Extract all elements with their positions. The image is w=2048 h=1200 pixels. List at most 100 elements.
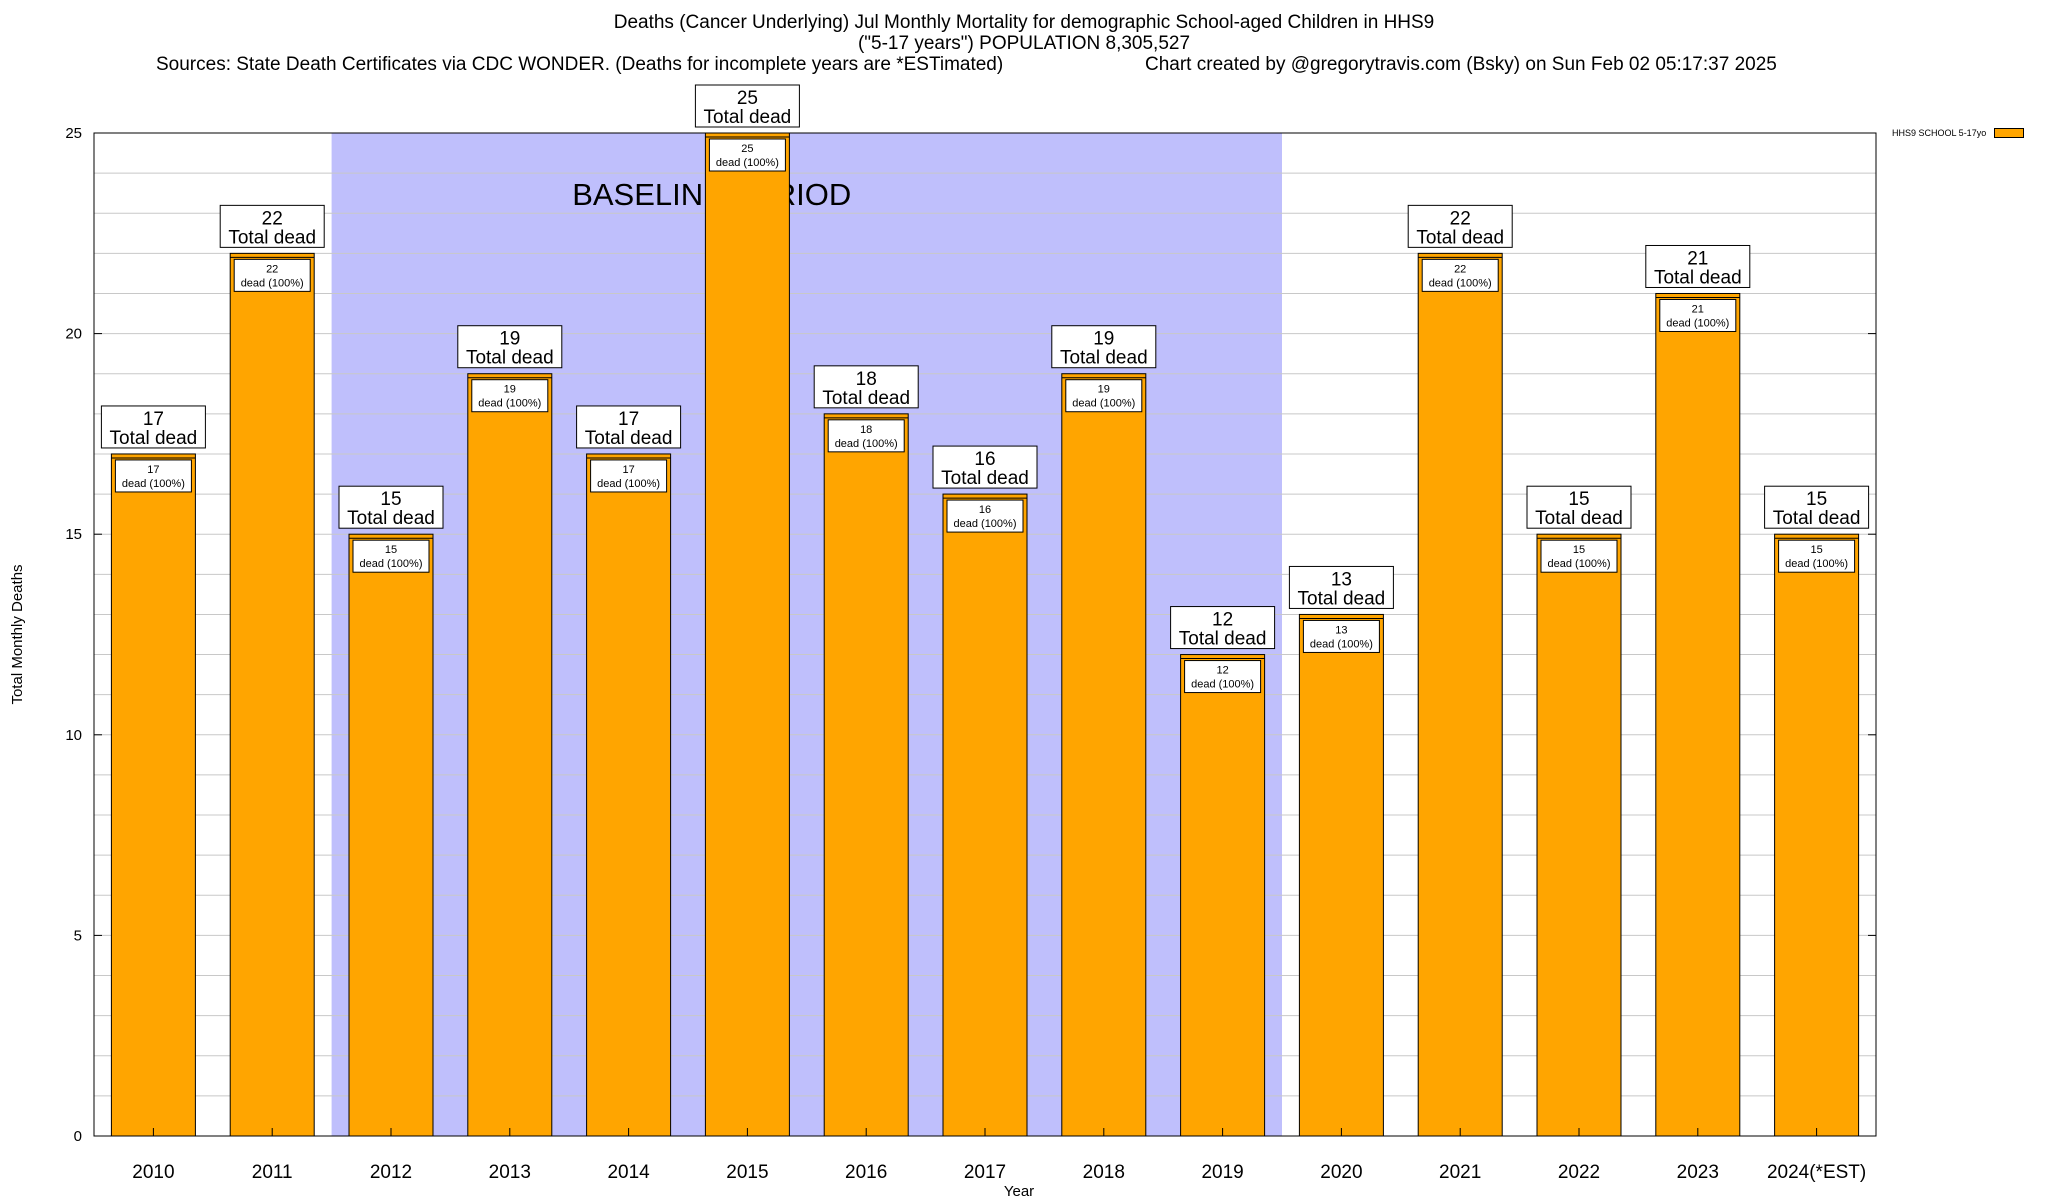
bar-top-label-value: 21 (1687, 248, 1708, 269)
bar-top-label-value: 22 (262, 208, 283, 229)
bar (1298, 613, 1384, 1137)
bar-inner-label-value: 12 (1216, 665, 1228, 677)
bar-top-label-text: Total dead (1060, 348, 1148, 369)
legend: HHS9 SCHOOL 5-17yo (1892, 128, 2025, 138)
bar-inner-label-value: 15 (1573, 544, 1585, 556)
bar-inner-label-text: dead (100%) (360, 558, 423, 570)
bar-inner-label-value: 17 (622, 464, 634, 476)
x-tick-label: 2018 (1083, 1162, 1125, 1183)
bar-top-label-value: 19 (1093, 329, 1114, 350)
bar-inner-label-value: 19 (1098, 384, 1110, 396)
bar-top-label-text: Total dead (110, 428, 198, 449)
y-tick-label: 5 (74, 927, 82, 944)
bar-top-label-box (1170, 606, 1276, 650)
bar (704, 132, 790, 1137)
x-tick-label: 2023 (1677, 1162, 1719, 1183)
bar-inner-label-value: 16 (979, 504, 991, 516)
bar (1536, 533, 1622, 1137)
bar-inner-label-box (708, 138, 786, 172)
bar-top-label-value: 17 (143, 409, 164, 430)
x-tick-label: 2011 (252, 1162, 293, 1183)
x-tick-label: 2014 (607, 1162, 650, 1183)
y-tick-label: 0 (74, 1128, 82, 1145)
bar-inner-label-box (1659, 298, 1737, 332)
bar-inner-label-value: 13 (1335, 624, 1347, 636)
plot-border (93, 132, 1877, 1137)
bar-top-label-box (457, 325, 563, 369)
bar (823, 413, 909, 1137)
bar-top-label-value: 15 (380, 489, 401, 510)
bar-top-label-text: Total dead (1298, 588, 1386, 609)
bar-top-label-box (1288, 565, 1394, 609)
legend-label: HHS9 SCHOOL 5-17yo (1892, 128, 1987, 138)
bar-inner-label-text: dead (100%) (835, 438, 898, 450)
bar-top-label-box (1407, 204, 1513, 248)
bar-top-label-value: 22 (1450, 208, 1471, 229)
bar-inner-label-text: dead (100%) (1785, 558, 1848, 570)
bar-inner-label-value: 21 (1692, 303, 1704, 315)
bar-inner-label-text: dead (100%) (1548, 558, 1611, 570)
bar-inner-label-text: dead (100%) (1666, 317, 1729, 329)
bar-inner-label-box (352, 539, 430, 573)
bar-inner-label-value: 15 (1810, 544, 1822, 556)
bar-top-label-text: Total dead (347, 508, 435, 529)
bar-inner-label-text: dead (100%) (122, 478, 185, 490)
sources-text: Sources: State Death Certificates via CD… (156, 54, 1004, 75)
y-tick-label: 15 (65, 526, 82, 543)
x-tick-label: 2021 (1439, 1162, 1481, 1183)
bar-top-label-text: Total dead (1773, 508, 1861, 529)
bar-top-label-text: Total dead (822, 388, 910, 409)
bar-top-label-value: 19 (499, 329, 520, 350)
bar-inner-label-box (1184, 660, 1262, 694)
bar-top-label-box (219, 204, 325, 248)
bar-top-label-value: 16 (974, 449, 995, 470)
bar-top-label-box (576, 405, 682, 449)
bar-top-label-text: Total dead (1535, 508, 1623, 529)
bar (110, 453, 196, 1137)
bar-top-label-box (1051, 325, 1157, 369)
bar-inner-label-text: dead (100%) (954, 518, 1017, 530)
bar-top-label-box (694, 84, 800, 128)
bar-top-label-box (932, 445, 1038, 489)
legend-swatch (1994, 128, 2025, 138)
x-axis-label: Year (1004, 1183, 1034, 1200)
bar-inner-label-value: 22 (266, 263, 278, 275)
bar-top-label-text: Total dead (466, 348, 554, 369)
bar-inner-label-text: dead (100%) (1429, 277, 1492, 289)
bar-top-label-value: 13 (1331, 569, 1352, 590)
bar-inner-label-box (114, 459, 192, 493)
bar-top-label-text: Total dead (228, 227, 316, 248)
x-tick-label: 2015 (726, 1162, 768, 1183)
bar-top-label-value: 17 (618, 409, 639, 430)
bar-top-label-box (813, 365, 919, 409)
bar-inner-label-box (233, 258, 311, 292)
bar-inner-label-box (1778, 539, 1856, 573)
bar (467, 373, 553, 1137)
y-axis-label: Total Monthly Deaths (9, 564, 26, 704)
credit-text: Chart created by @gregorytravis.com (Bsk… (1145, 54, 1777, 75)
bar-top-label-text: Total dead (704, 107, 792, 128)
bar-top-label-box (1645, 244, 1751, 288)
bar-top-label-text: Total dead (941, 468, 1029, 489)
bar-top-label-box (100, 405, 206, 449)
bar-top-label-box (1764, 485, 1870, 529)
chart-title-line1: Deaths (Cancer Underlying) Jul Monthly M… (613, 12, 1435, 33)
bar-inner-label-box (1540, 539, 1618, 573)
x-tick-label: 2020 (1320, 1162, 1362, 1183)
x-tick-label: 2024(*EST) (1767, 1162, 1866, 1183)
bar-top-label-value: 18 (856, 369, 877, 390)
x-tick-label: 2022 (1558, 1162, 1600, 1183)
bar-inner-label-value: 17 (147, 464, 159, 476)
bar-top-label-text: Total dead (1654, 267, 1742, 288)
y-tick-label: 20 (65, 326, 82, 343)
bar-top-label-text: Total dead (585, 428, 673, 449)
chart-title: Deaths (Cancer Underlying) Jul Monthly M… (0, 12, 2048, 54)
bar (1417, 252, 1503, 1137)
bar-inner-label-text: dead (100%) (1072, 398, 1135, 410)
bar-inner-label-text: dead (100%) (1310, 638, 1373, 650)
bar-inner-label-value: 15 (385, 544, 397, 556)
bar-inner-label-value: 25 (741, 143, 753, 155)
bar-inner-label-text: dead (100%) (478, 398, 541, 410)
bar-top-label-value: 25 (737, 88, 758, 109)
